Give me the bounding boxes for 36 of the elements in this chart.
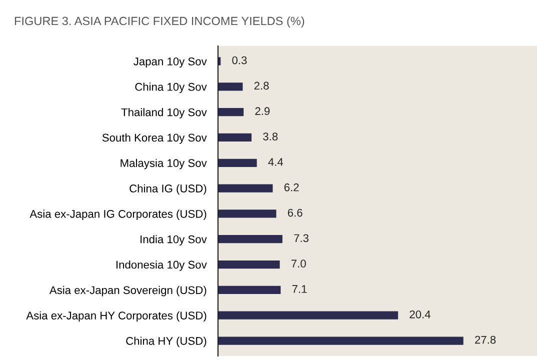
bar xyxy=(218,286,281,294)
bar xyxy=(218,235,282,244)
bar xyxy=(218,184,273,192)
data-label: 2.8 xyxy=(254,82,269,90)
data-label: 0.3 xyxy=(232,56,247,64)
y-tick-label: Asia ex-Japan Sovereign (USD) xyxy=(49,286,206,296)
data-label: 20.4 xyxy=(410,310,430,318)
y-tick-label: India 10y Sov xyxy=(140,235,207,246)
data-label: 4.4 xyxy=(268,158,284,166)
y-tick-label: Asia ex-Japan HY Corporates (USD) xyxy=(26,311,206,322)
bar xyxy=(218,210,276,218)
bar xyxy=(218,260,280,269)
data-label: 7.0 xyxy=(291,260,306,268)
y-tick-label: China IG (USD) xyxy=(130,184,206,195)
bar xyxy=(218,108,244,116)
y-tick-label: Thailand 10y Sov xyxy=(121,108,207,118)
data-label: 3.8 xyxy=(263,132,278,140)
bar xyxy=(218,311,398,320)
y-tick-label: China HY (USD) xyxy=(126,336,206,348)
bar xyxy=(218,82,243,91)
data-label: 6.6 xyxy=(288,208,302,217)
y-tick-label: Japan 10y Sov xyxy=(134,58,207,68)
data-label: 6.2 xyxy=(284,183,299,192)
y-tick-label: China 10y Sov xyxy=(135,82,207,93)
y-tick-label: Indonesia 10y Sov xyxy=(116,260,207,271)
data-label: 2.9 xyxy=(255,107,270,116)
y-tick-label: Malaysia 10y Sov xyxy=(120,158,207,170)
chart-title: FIGURE 3. ASIA PACIFIC FIXED INCOME YIELDS (%) xyxy=(14,16,304,28)
y-tick-label: Asia ex-Japan IG Corporates (USD) xyxy=(30,210,206,220)
y-tick-label: South Korea 10y Sov xyxy=(102,133,207,144)
data-label: 7.1 xyxy=(292,285,307,293)
bar xyxy=(218,133,252,142)
bar xyxy=(218,336,464,345)
bar xyxy=(218,158,257,167)
data-label: 7.3 xyxy=(294,234,309,242)
data-label: 27.8 xyxy=(475,336,496,344)
